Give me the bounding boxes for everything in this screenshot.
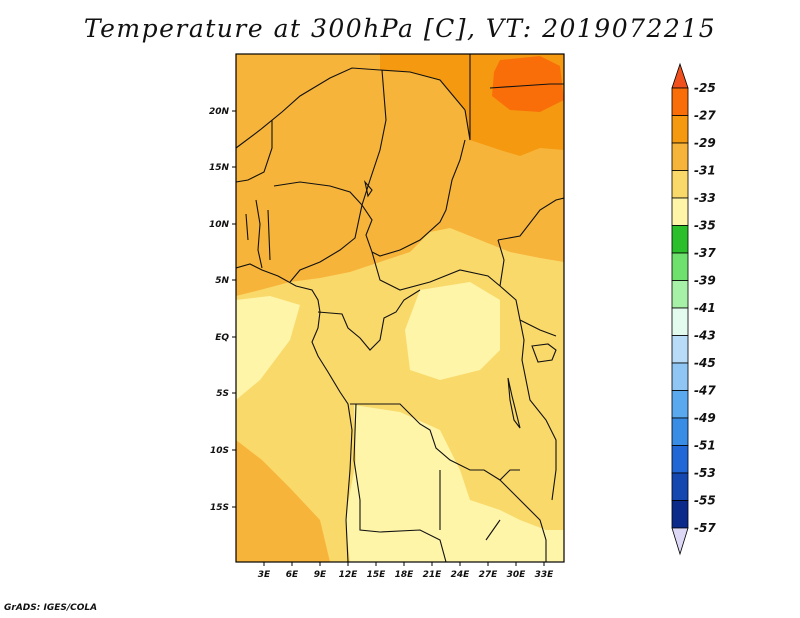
colorbar-swatch xyxy=(671,362,689,391)
border-north-3 xyxy=(361,69,387,253)
colorbar-swatch xyxy=(671,170,689,199)
colorbar-swatch xyxy=(671,225,689,254)
country-borders xyxy=(236,54,564,562)
lat-label: 15S xyxy=(210,503,229,513)
border-north-4 xyxy=(236,120,273,183)
colorbar-swatch xyxy=(671,307,689,336)
colorbar-label: -41 xyxy=(694,301,716,315)
border-angola xyxy=(353,403,447,562)
lat-ticks xyxy=(232,110,236,508)
lon-ticks xyxy=(263,562,545,566)
lon-label: 18E xyxy=(395,570,415,580)
colorbar-label: -39 xyxy=(694,274,716,288)
border-nigeria xyxy=(273,181,363,283)
border-drc-south xyxy=(350,403,520,481)
colorbar-swatch xyxy=(671,500,689,529)
colorbar-label: -55 xyxy=(694,494,716,508)
lon-label: 27E xyxy=(479,570,499,580)
map-frame xyxy=(235,53,565,563)
coastline-egypt xyxy=(489,83,564,89)
lon-label: 33E xyxy=(535,570,555,580)
colorbar xyxy=(671,62,689,556)
field-band-hotter-northeast xyxy=(492,56,564,112)
colorbar-bottom-arrow xyxy=(671,527,689,556)
border-southeast xyxy=(485,479,547,562)
coastline-west xyxy=(236,263,353,562)
lat-label: EQ xyxy=(215,333,229,343)
lake-chad xyxy=(364,180,373,198)
lon-label: 21E xyxy=(423,570,443,580)
lake-victoria xyxy=(531,343,557,363)
map-title: Temperature at 300hPa [C], VT: 201907221… xyxy=(83,14,717,43)
colorbar-label: -27 xyxy=(694,109,716,123)
temperature-field xyxy=(236,54,564,562)
lon-label: 15E xyxy=(367,570,387,580)
lon-label: 24E xyxy=(451,570,471,580)
border-north-1 xyxy=(236,67,466,149)
field-band-cool-west xyxy=(236,296,300,400)
colorbar-label: -51 xyxy=(694,439,716,453)
colorbar-swatch xyxy=(671,280,689,309)
border-car xyxy=(371,251,501,291)
colorbar-label: -45 xyxy=(694,356,716,370)
lat-label: 10S xyxy=(210,446,229,456)
field-band-cool-south xyxy=(345,405,564,562)
lat-label: 5S xyxy=(216,389,229,399)
colorbar-top-arrow xyxy=(671,62,689,89)
colorbar-label: -37 xyxy=(694,246,716,260)
colorbar-label: -53 xyxy=(694,466,716,480)
border-ethiopia xyxy=(497,197,564,241)
lat-label: 10N xyxy=(209,220,230,230)
colorbar-label: -31 xyxy=(694,164,716,178)
lon-labels: 3E 6E 9E 12E 15E 18E 21E 24E 27E 30E 33E xyxy=(258,570,554,580)
colorbar-label: -43 xyxy=(694,329,716,343)
colorbar-swatch xyxy=(671,445,689,474)
credit-text: GrADS: IGES/COLA xyxy=(4,603,98,613)
colorbar-swatch xyxy=(671,115,689,144)
lon-label: 30E xyxy=(507,570,527,580)
border-north-2 xyxy=(464,54,471,141)
lake-tanganyika xyxy=(507,377,521,429)
lat-label: 15N xyxy=(209,163,230,173)
lon-label: 9E xyxy=(314,570,327,580)
colorbar-swatch xyxy=(671,472,689,501)
lat-label: 5N xyxy=(215,276,229,286)
colorbar-label: -57 xyxy=(694,521,716,535)
colorbar-swatch xyxy=(671,390,689,419)
colorbar-label: -25 xyxy=(694,81,716,95)
lon-label: 12E xyxy=(339,570,359,580)
field-band-warm-southwest xyxy=(236,440,330,562)
colorbar-label: -47 xyxy=(694,384,716,398)
lon-label: 6E xyxy=(286,570,299,580)
colorbar-label: -35 xyxy=(694,219,716,233)
colorbar-swatch xyxy=(671,142,689,171)
lat-label: 20N xyxy=(209,107,230,117)
colorbar-label: -33 xyxy=(694,191,716,205)
colorbar-swatch xyxy=(671,335,689,364)
lon-label: 3E xyxy=(258,570,271,580)
colorbar-swatch xyxy=(671,252,689,281)
colorbar-labels: -25 -27 -29 -31 -33 -35 -37 -39 -41 -43 … xyxy=(694,81,716,535)
colorbar-swatch xyxy=(671,87,689,116)
colorbar-label: -29 xyxy=(694,136,716,150)
border-west-coast-states xyxy=(245,199,271,269)
border-chad-sudan xyxy=(371,139,466,257)
lat-labels: 20N 15N 10N 5N EQ 5S 10S 15S xyxy=(209,107,230,513)
border-east-africa xyxy=(519,319,557,501)
colorbar-swatch xyxy=(671,417,689,446)
border-congo xyxy=(317,289,421,351)
field-band-cool-center xyxy=(405,282,500,380)
colorbar-label: -49 xyxy=(694,411,716,425)
colorbar-swatch xyxy=(671,197,689,226)
